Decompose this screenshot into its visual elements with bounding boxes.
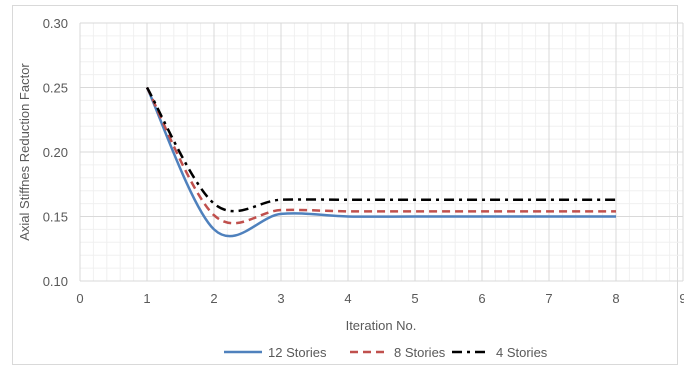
x-tick-label: 5 — [411, 291, 418, 306]
series-line-2 — [145, 86, 616, 213]
legend-label-1: 8 Stories — [394, 345, 446, 360]
chart-frame — [12, 5, 678, 365]
y-tick-label: 0.10 — [43, 274, 68, 289]
x-tick-label: 0 — [76, 291, 83, 306]
y-tick-label: 0.20 — [43, 145, 68, 160]
legend-label-0: 12 Stories — [268, 345, 327, 360]
x-tick-label: 3 — [277, 291, 284, 306]
y-tick-label: 0.25 — [43, 81, 68, 96]
series-layer — [145, 86, 616, 238]
x-axis-title: Iteration No. — [346, 318, 417, 333]
y-axis-title: Axial Stiffnes Reduction Factor — [17, 63, 32, 241]
y-tick-label: 0.15 — [43, 210, 68, 225]
x-tick-label: 8 — [612, 291, 619, 306]
series-line-1 — [145, 86, 616, 225]
y-tick-label: 0.30 — [43, 16, 68, 31]
y-tick-labels: 0.10 0.15 0.20 0.25 0.30 — [43, 16, 68, 289]
x-tick-label: 2 — [210, 291, 217, 306]
x-tick-label: 9 — [679, 291, 684, 306]
x-tick-label: 7 — [545, 291, 552, 306]
x-tick-label: 6 — [478, 291, 485, 306]
x-tick-label: 1 — [143, 291, 150, 306]
legend: 12 Stories 8 Stories 4 Stories — [224, 345, 548, 360]
x-tick-label: 4 — [344, 291, 351, 306]
legend-label-2: 4 Stories — [496, 345, 548, 360]
x-tick-labels: 0 1 2 3 4 5 6 7 8 9 — [76, 291, 684, 306]
series-line-0 — [145, 86, 616, 238]
